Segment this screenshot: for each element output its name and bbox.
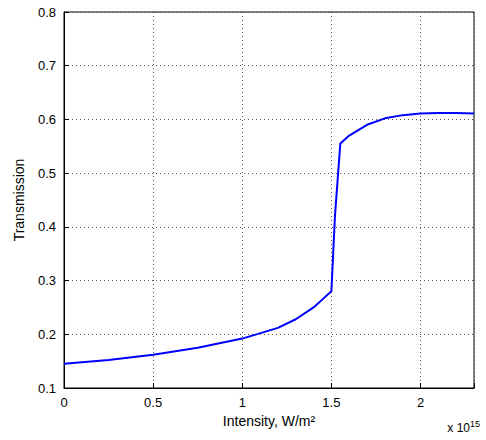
svg-text:0.4: 0.4 bbox=[38, 219, 56, 234]
svg-text:0.7: 0.7 bbox=[38, 58, 56, 73]
svg-text:x 10: x 10 bbox=[447, 421, 470, 435]
svg-text:Intensity, W/m²: Intensity, W/m² bbox=[223, 413, 316, 429]
svg-text:0.2: 0.2 bbox=[38, 327, 56, 342]
svg-text:0.1: 0.1 bbox=[38, 381, 56, 396]
svg-text:15: 15 bbox=[470, 419, 480, 429]
svg-text:0.5: 0.5 bbox=[144, 395, 162, 410]
svg-text:Transmission: Transmission bbox=[11, 159, 27, 242]
svg-text:0.6: 0.6 bbox=[38, 112, 56, 127]
svg-text:1.5: 1.5 bbox=[322, 395, 340, 410]
svg-text:1: 1 bbox=[239, 395, 246, 410]
svg-text:0.3: 0.3 bbox=[38, 273, 56, 288]
svg-text:2: 2 bbox=[417, 395, 424, 410]
svg-text:0.8: 0.8 bbox=[38, 5, 56, 20]
svg-text:0: 0 bbox=[60, 395, 67, 410]
svg-text:0.5: 0.5 bbox=[38, 166, 56, 181]
